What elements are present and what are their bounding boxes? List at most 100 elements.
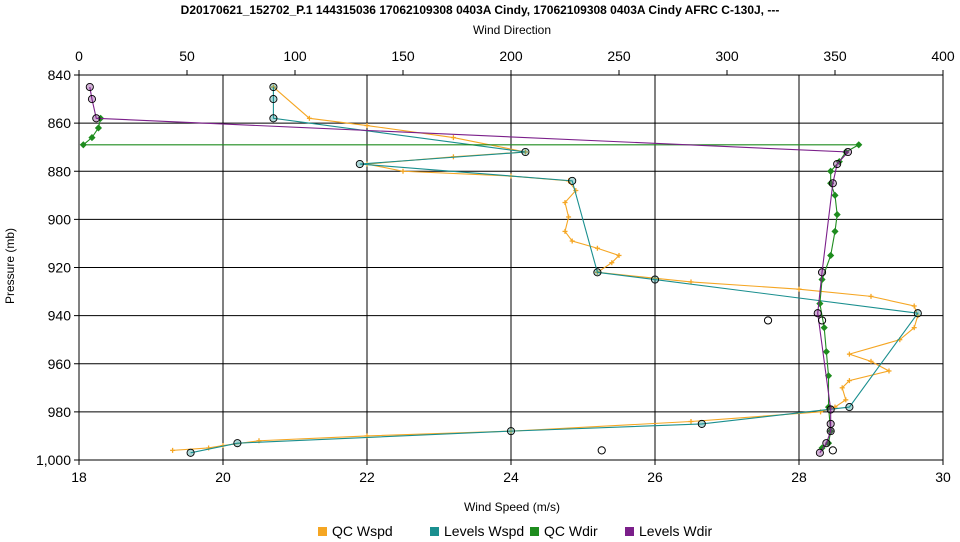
- data-point: [650, 275, 660, 284]
- x-bottom-tick-label: 28: [791, 469, 807, 485]
- x-top-tick-label: 0: [75, 48, 83, 64]
- y-tick-label: 960: [48, 356, 72, 372]
- data-point: [568, 176, 577, 185]
- y-tick-label: 900: [48, 211, 72, 227]
- plot-frame: [78, 74, 944, 461]
- data-point: [822, 348, 830, 356]
- y-tick-label: 840: [48, 67, 72, 83]
- data-point: [816, 300, 824, 308]
- y-tick-label: 1,000: [36, 452, 71, 468]
- series-line: [190, 87, 919, 454]
- data-point: [827, 251, 835, 260]
- unmatched-point: [597, 446, 606, 455]
- data-point: [506, 427, 516, 436]
- data-point: [355, 159, 364, 169]
- legend-swatch: [318, 527, 327, 536]
- x-top-tick-label: 350: [823, 48, 847, 64]
- x-bottom-tick-label: 24: [503, 469, 519, 485]
- y-tick-label: 920: [48, 260, 72, 276]
- legend-item: QC Wdir: [530, 523, 598, 539]
- x-bottom-tick-label: 26: [647, 469, 663, 485]
- data-point: [913, 309, 922, 318]
- data-point: [87, 95, 97, 104]
- x-top-tick-label: 300: [715, 48, 739, 64]
- data-point: [845, 403, 854, 412]
- data-point: [269, 114, 278, 123]
- data-point: [92, 114, 101, 123]
- data-point: [269, 95, 278, 104]
- y-axis-label: Pressure (mb): [3, 228, 17, 304]
- y-tick-label: 980: [48, 404, 72, 420]
- legend-item: Levels Wspd: [430, 523, 524, 539]
- x-top-tick-label: 100: [283, 48, 307, 64]
- data-point: [818, 275, 826, 284]
- series-levels-wdir: [85, 82, 853, 457]
- legend-item: QC Wspd: [318, 523, 393, 539]
- legend: QC Wspd Levels Wspd QC Wdir Levels Wdir: [318, 523, 712, 539]
- data-point: [186, 448, 195, 457]
- data-point: [815, 448, 824, 457]
- data-point: [820, 324, 828, 332]
- series-line: [81, 118, 861, 449]
- x-top-tick-label: 400: [931, 48, 955, 64]
- bottom-axis-label: Wind Speed (m/s): [464, 500, 560, 514]
- x-bottom-tick-label: 30: [935, 469, 951, 485]
- unmatched-point: [817, 316, 827, 325]
- data-point: [822, 439, 831, 448]
- data-point: [826, 419, 835, 428]
- grid-lines: [74, 70, 944, 465]
- y-tick-label: 940: [48, 308, 72, 324]
- unmatched-point: [828, 446, 837, 455]
- chart-title: D20170621_152702_P.1 144315036 170621093…: [181, 3, 780, 17]
- data-point: [831, 191, 839, 199]
- legend-swatch: [530, 527, 539, 536]
- series-layer: [79, 82, 922, 457]
- x-top-tick-label: 250: [607, 48, 631, 64]
- series-line: [89, 86, 850, 454]
- legend-label: Levels Wspd: [444, 523, 524, 539]
- series-line: [172, 86, 919, 451]
- series-levels-wspd: [186, 82, 922, 457]
- x-bottom-tick-label: 20: [215, 469, 231, 485]
- data-point: [817, 268, 827, 277]
- series-qc-wdir: [79, 114, 863, 452]
- legend-swatch: [625, 527, 634, 536]
- data-point: [233, 439, 242, 448]
- data-point: [813, 309, 822, 318]
- extra-points: [597, 316, 837, 455]
- data-point: [79, 141, 87, 149]
- y-tick-label: 860: [48, 115, 72, 131]
- data-point: [826, 427, 835, 436]
- legend-item: Levels Wdir: [625, 523, 712, 539]
- data-point: [94, 124, 103, 132]
- legend-label: Levels Wdir: [639, 523, 712, 539]
- data-point: [828, 179, 837, 188]
- legend-label: QC Wspd: [332, 523, 393, 539]
- data-point: [833, 159, 842, 169]
- data-point: [521, 147, 530, 157]
- legend-label: QC Wdir: [544, 523, 598, 539]
- data-point: [833, 210, 841, 219]
- data-point: [827, 167, 835, 175]
- data-point: [697, 419, 706, 428]
- x-top-tick-label: 150: [391, 48, 415, 64]
- y-tick-label: 880: [48, 163, 72, 179]
- x-top-tick-label: 50: [179, 48, 195, 64]
- unmatched-point: [763, 316, 773, 325]
- data-point: [593, 268, 602, 277]
- series-qc-wspd: [170, 84, 921, 453]
- data-point: [85, 82, 94, 92]
- legend-swatch: [430, 527, 439, 536]
- data-point: [826, 405, 835, 414]
- data-point: [831, 227, 839, 235]
- data-point: [88, 133, 96, 142]
- x-bottom-tick-label: 22: [359, 469, 375, 485]
- data-point: [269, 82, 278, 92]
- x-bottom-tick-label: 18: [71, 469, 87, 485]
- top-axis-label: Wind Direction: [473, 23, 551, 37]
- x-top-tick-label: 200: [499, 48, 523, 64]
- data-point: [855, 141, 863, 149]
- data-point: [843, 147, 853, 157]
